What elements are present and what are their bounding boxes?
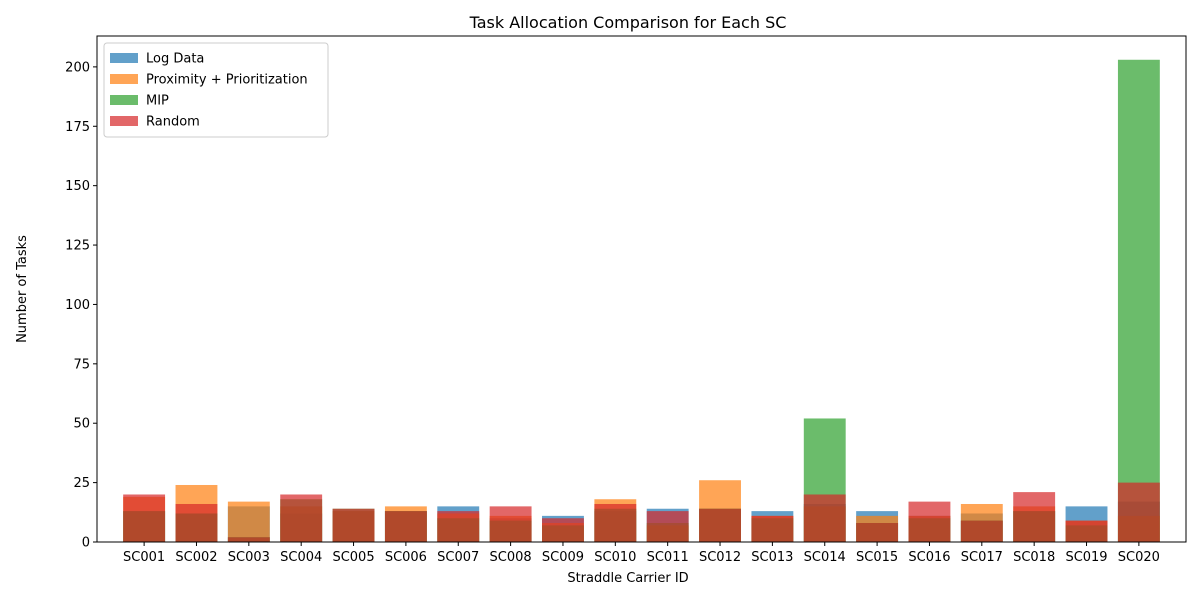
bar-sc008-series-3 [489, 506, 532, 542]
bar-sc019-series-3 [1065, 520, 1108, 542]
series-group-0 [123, 501, 1160, 542]
bar-sc006-series-3 [384, 511, 427, 542]
bar-sc018-series-3 [1013, 492, 1056, 542]
y-tick-label: 0 [82, 536, 90, 551]
y-tick-label: 75 [73, 357, 90, 372]
bar-sc020-series-3 [1117, 482, 1160, 542]
bar-sc012-series-3 [699, 508, 741, 542]
y-tick-label: 150 [65, 179, 90, 194]
x-tick-label: SC017 [961, 550, 1003, 565]
bar-sc020-series-2 [1117, 59, 1160, 542]
bar-sc009-series-3 [542, 518, 584, 542]
legend-label: Log Data [146, 52, 204, 67]
legend-box [103, 42, 329, 138]
x-tick-label: SC008 [490, 550, 532, 565]
bar-sc007-series-3 [437, 511, 480, 542]
legend-swatch [110, 53, 138, 63]
bar-sc003-series-3 [227, 537, 270, 542]
x-tick-label: SC007 [437, 550, 479, 565]
bars-group [123, 59, 1160, 542]
legend-label: Random [146, 115, 200, 130]
y-tick-label: 100 [65, 298, 90, 313]
bar-sc011-series-3 [646, 511, 689, 542]
y-tick-label: 125 [65, 239, 90, 254]
bar-sc005-series-3 [332, 508, 375, 542]
plot-frame [96, 35, 1187, 543]
x-tick-label: SC006 [385, 550, 427, 565]
bar-sc017-series-3 [960, 520, 1003, 542]
bar-sc014-series-3 [803, 494, 846, 542]
bar-sc004-series-3 [280, 494, 323, 542]
legend-swatch [110, 74, 138, 84]
y-tick-label: 175 [65, 120, 90, 135]
legend-label: Proximity + Prioritization [146, 73, 308, 88]
x-tick-label: SC003 [228, 550, 270, 565]
legend: Log Data Proximity + Prioritization MIP Ran… [103, 42, 329, 138]
x-tick-label: SC002 [175, 550, 217, 565]
legend-swatch [110, 116, 138, 126]
bar-sc010-series-3 [594, 503, 637, 542]
x-tick-label: SC018 [1013, 550, 1055, 565]
bar-sc001-series-3 [123, 494, 166, 542]
series-group-1 [123, 480, 1160, 542]
x-tick-label: SC015 [856, 550, 898, 565]
y-tick-label: 25 [73, 476, 90, 491]
x-tick-label: SC011 [647, 550, 689, 565]
x-tick-label: SC001 [123, 550, 165, 565]
bar-sc015-series-3 [856, 523, 899, 542]
series-group-3 [123, 482, 1160, 542]
x-tick-label: SC013 [751, 550, 793, 565]
bar-sc013-series-3 [751, 515, 794, 542]
legend-swatch [110, 95, 138, 105]
x-tick-label: SC016 [908, 550, 950, 565]
x-tick-label: SC004 [280, 550, 322, 565]
y-tick-label: 50 [73, 417, 90, 432]
x-axis-label: Straddle Carrier ID [567, 571, 688, 586]
y-tick-label: 200 [65, 60, 90, 75]
x-tick-label: SC019 [1065, 550, 1107, 565]
x-tick-label: SC005 [332, 550, 374, 565]
x-tick-label: SC009 [542, 550, 584, 565]
bar-sc016-series-3 [908, 501, 951, 542]
legend-label: MIP [146, 94, 169, 109]
bar-sc003-series-1 [227, 501, 270, 542]
y-axis: 0 25 50 75 100 125 150 175 200 [65, 60, 97, 551]
x-tick-label: SC020 [1118, 550, 1160, 565]
chart-title: Task Allocation Comparison for Each SC [469, 13, 787, 32]
x-tick-label: SC014 [804, 550, 846, 565]
y-axis-label: Number of Tasks [15, 235, 30, 343]
x-tick-label: SC010 [594, 550, 636, 565]
x-tick-label: SC012 [699, 550, 741, 565]
x-axis: SC001 SC002 SC003 SC004 SC005 SC006 SC007 SC008… [123, 542, 1160, 565]
bar-sc002-series-3 [175, 503, 218, 542]
